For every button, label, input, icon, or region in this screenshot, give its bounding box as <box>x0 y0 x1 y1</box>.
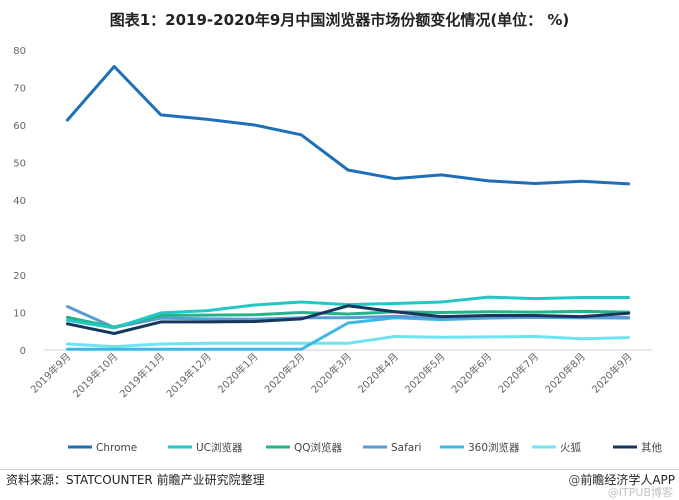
legend-label-6: 其他 <box>641 441 662 454</box>
legend-label-4: 360浏览器 <box>468 441 520 454</box>
x-tick-label: 2019年9月 <box>28 350 74 396</box>
x-tick-label: 2020年2月 <box>262 350 308 396</box>
series-line-5 <box>65 335 631 349</box>
y-tick-label: 20 <box>13 271 26 282</box>
y-tick-label: 50 <box>13 159 26 170</box>
x-tick-label: 2020年5月 <box>402 350 448 396</box>
y-tick-label: 30 <box>13 234 26 245</box>
legend-label-0: Chrome <box>96 442 137 454</box>
brand-label: @前瞻经济学人APP <box>568 471 675 488</box>
x-tick-label: 2019年12月 <box>163 350 213 400</box>
legend-label-1: UC浏览器 <box>196 441 243 454</box>
x-tick-label: 2020年6月 <box>449 350 495 396</box>
series-line-3 <box>65 305 631 329</box>
x-tick-label: 2020年9月 <box>589 350 635 396</box>
y-tick-label: 10 <box>13 309 26 320</box>
x-tick-label: 2020年3月 <box>308 350 354 396</box>
series-line-6 <box>65 304 631 335</box>
x-tick-label: 2020年1月 <box>215 350 261 396</box>
y-axis: 0 10 20 30 40 50 60 70 80 <box>13 46 26 357</box>
y-tick-label: 0 <box>20 346 26 357</box>
series-line-0 <box>65 65 631 186</box>
legend-label-3: Safari <box>391 442 421 454</box>
y-tick-label: 70 <box>13 84 26 95</box>
y-tick-label: 40 <box>13 196 26 207</box>
legend-label-2: QQ浏览器 <box>294 441 343 454</box>
watermark: @ITPUB博客 <box>607 486 673 499</box>
series-line-2 <box>65 309 631 329</box>
x-tick-label: 2020年4月 <box>355 350 401 396</box>
brand-at-symbol: @ <box>568 473 581 487</box>
chart-title: 图表1：2019-2020年9月中国浏览器市场份额变化情况(单位： %) <box>109 11 570 29</box>
y-tick-label: 80 <box>13 46 26 57</box>
footer-divider <box>0 469 679 470</box>
x-tick-label: 2019年11月 <box>117 350 167 400</box>
y-tick-label: 60 <box>13 121 26 132</box>
line-chart: 0 10 20 30 40 50 60 70 80 2019年9月2019年10月2019年11… <box>13 46 662 454</box>
source-note: 资料来源：STATCOUNTER 前瞻产业研究院整理 <box>6 473 265 487</box>
x-tick-label: 2020年8月 <box>542 350 588 396</box>
x-tick-label: 2020年7月 <box>495 350 541 396</box>
brand-name: 前瞻经济学人APP <box>580 473 675 487</box>
legend: Chrome UC浏览器 QQ浏览器 Safari 360浏览器 火狐 其他 <box>68 441 662 454</box>
legend-label-5: 火狐 <box>560 441 581 454</box>
x-tick-label: 2019年10月 <box>70 350 120 400</box>
series-layer <box>65 65 631 351</box>
